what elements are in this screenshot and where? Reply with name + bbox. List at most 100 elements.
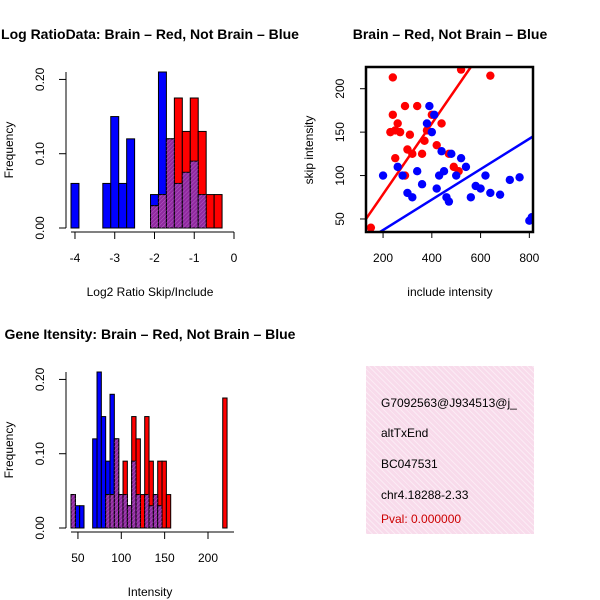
hist1-hatch [190, 164, 199, 174]
hist2-hatch [114, 482, 119, 488]
hist2-hatch [114, 502, 119, 508]
point-not-brain-17 [447, 149, 456, 159]
hist1-hatch [177, 223, 183, 229]
hist1-hatch [166, 174, 175, 184]
hist1-title: Log RatioData: Brain – Red, Not Brain – … [1, 26, 299, 42]
point-not-brain-26 [495, 190, 505, 199]
point-brain-9 [400, 101, 410, 111]
hist1-bar-brain-7 [205, 194, 215, 229]
info-panel: G7092563@J934513@j_ altTxEnd BC047531 ch… [366, 366, 534, 534]
hist2-hatch [148, 505, 154, 510]
point-not-brain-8 [425, 101, 434, 111]
hist1-hatch [182, 196, 191, 205]
hist1-hatch [166, 162, 175, 172]
hist2-hatch [114, 486, 119, 492]
hist2-hatch [109, 502, 115, 507]
hist2-hatch [144, 498, 150, 503]
hist1-hatch [174, 183, 183, 192]
hist2-bar-brain-9 [139, 494, 146, 529]
hist1-hatch [190, 196, 199, 206]
hist2-bar-not-brain-1 [74, 505, 81, 529]
point-brain-14 [417, 149, 427, 159]
hist2-bar-not-brain-3 [92, 438, 98, 529]
hist1-hatch [190, 160, 195, 166]
hist2-x-tick-label: 150 [155, 551, 175, 565]
point-brain-24 [420, 136, 429, 146]
hist2-hatch [70, 506, 76, 511]
point-not-brain-27 [505, 175, 515, 185]
hist2-hatch [148, 517, 154, 522]
hist2-hatch [118, 510, 124, 515]
hist2-hatch [127, 521, 132, 526]
hist2-hatch [144, 510, 150, 515]
hist1-hatch [182, 216, 191, 225]
hist2-hatch [131, 468, 137, 474]
hist2-hatch [131, 460, 136, 466]
hist1-hatch [166, 218, 175, 228]
scatter-x-ticks: 200 400 600 800 [373, 232, 540, 265]
point-not-brain-6 [417, 180, 427, 189]
hist2-hatch [153, 518, 158, 523]
hist1-hatch [150, 217, 159, 226]
hist2-x-tick-label: 100 [111, 551, 131, 565]
point-brain-3 [486, 71, 495, 80]
point-brain-17 [432, 140, 441, 150]
hist1-hatch [150, 205, 155, 210]
hist2-hatch [105, 502, 111, 507]
hist1-hatch [191, 220, 199, 229]
hist1-hatch [166, 170, 175, 180]
hist1-x-tick-label: 0 [231, 251, 238, 265]
hist2-hatch [118, 522, 124, 527]
hist1-hatch [198, 202, 207, 211]
hist1-hatch [158, 194, 163, 199]
hist1-hatch [182, 204, 191, 213]
hist2-bar-brain-15 [165, 494, 172, 529]
hist1-hatch [182, 176, 191, 185]
point-not-brain-10 [430, 110, 439, 119]
point-brain-23 [391, 153, 400, 163]
point-not-brain-5 [412, 167, 422, 176]
hist1-hatch [150, 209, 159, 218]
hist1-hatch [169, 222, 175, 229]
hist2-hatch [122, 502, 128, 507]
info-event-type: altTxEnd [381, 426, 429, 440]
hist2-hatch [144, 494, 149, 499]
hist1-hatch [182, 208, 191, 217]
info-gene-accession: BC047531 [381, 457, 438, 471]
hist2-hatch [148, 513, 154, 518]
hist2-hatch [122, 518, 128, 523]
hist2-hatch [153, 506, 158, 511]
hist2-hatch [153, 510, 158, 515]
hist2-hatch [144, 502, 150, 507]
hist1-hatch [166, 186, 175, 196]
point-not-brain-21 [466, 193, 476, 202]
hist1-hatch [190, 168, 199, 178]
intensity-scatter-plot: Brain – Red, Not Brain – Blue 200 400 600 8… [302, 26, 547, 299]
scatter-points [366, 67, 533, 232]
hist1-hatch [166, 202, 175, 212]
point-brain-8 [393, 119, 402, 128]
hist2-hatch [131, 488, 137, 494]
hist1-hatch [150, 213, 159, 222]
point-not-brain-16 [444, 197, 454, 206]
hist1-x-ticks: -4 -3 -2 -1 0 [70, 232, 238, 265]
hist1-hatch [166, 158, 175, 168]
fit-line-brain [366, 67, 472, 220]
hist1-hatch [182, 212, 191, 221]
hist1-hatch [190, 212, 199, 222]
hist2-hatch [131, 484, 137, 490]
hist2-hatch [127, 517, 132, 522]
point-not-brain-19 [456, 153, 466, 163]
hist2-hatch [153, 522, 158, 527]
hist1-hatch [166, 142, 175, 152]
point-not-brain-13 [437, 147, 446, 156]
hist2-hatch [131, 476, 137, 482]
scatter-y-label: skip intensity [302, 116, 316, 185]
scatter-title: Brain – Red, Not Brain – Blue [353, 26, 548, 42]
hist1-hatch [182, 172, 187, 177]
hist1-hatch [204, 226, 207, 229]
point-not-brain-18 [452, 171, 461, 180]
hist2-bar-brain-14 [161, 460, 167, 529]
hist1-hatch [174, 187, 183, 196]
hist1-hatch [158, 210, 167, 219]
